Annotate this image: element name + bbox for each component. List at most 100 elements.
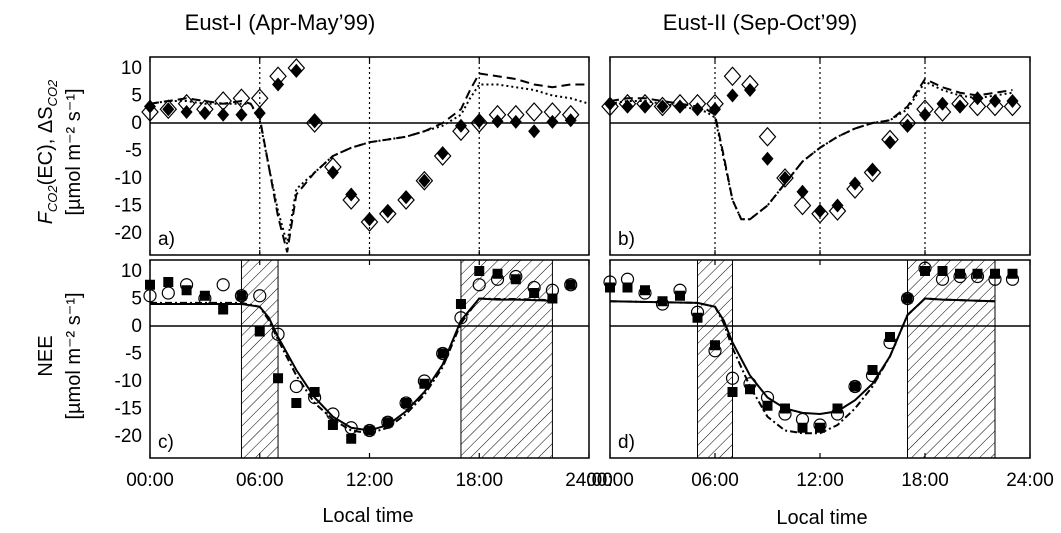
- point-open-diamond: [986, 96, 1004, 117]
- point-open-diamond: [250, 88, 269, 109]
- point-filled-diamond: [491, 114, 504, 129]
- point-open-diamond: [159, 99, 178, 120]
- point-open-circle: [454, 311, 468, 325]
- point-filled-diamond: [989, 94, 1001, 108]
- point-open-diamond: [811, 203, 829, 224]
- point-open-circle: [725, 371, 740, 385]
- point-filled-diamond: [1006, 94, 1019, 108]
- point-open-diamond: [342, 190, 361, 210]
- shaded-range: [907, 259, 996, 459]
- panel-c: 00:00 06:00 12:00 18:00 24:00 10 5 0 -5 -10 -15 -20…: [115, 259, 613, 491]
- panel-label: a): [158, 229, 175, 250]
- point-filled-diamond: [831, 198, 844, 213]
- point-open-diamond: [916, 99, 934, 120]
- series-line-dashed: [149, 72, 589, 253]
- point-open-diamond: [415, 170, 434, 191]
- ylabel-top-unit: [µmol m⁻² s⁻¹]: [63, 88, 85, 215]
- point-open-circle: [988, 272, 1002, 286]
- point-open-diamond: [688, 93, 707, 114]
- point-open-diamond: [360, 212, 379, 232]
- x-tick-label: 00:00: [126, 470, 174, 491]
- point-filled-square: [565, 279, 576, 290]
- point-open-circle: [472, 278, 486, 292]
- point-filled-square: [955, 268, 965, 279]
- point-open-diamond: [863, 162, 882, 183]
- point-open-circle: [708, 344, 722, 358]
- point-filled-diamond: [308, 114, 321, 129]
- point-filled-square: [640, 285, 650, 296]
- point-open-diamond: [488, 104, 507, 125]
- point-filled-square: [401, 398, 412, 408]
- point-filled-diamond: [198, 106, 211, 121]
- x-tick-label: 06:00: [236, 470, 284, 491]
- point-open-circle: [690, 305, 705, 319]
- point-open-diamond: [828, 201, 847, 221]
- ylabel-bottom-unit: [µmol m⁻² s⁻¹]: [63, 292, 85, 419]
- point-open-circle: [417, 374, 431, 388]
- series-line-dash-dot: [150, 297, 553, 435]
- point-filled-diamond: [326, 165, 339, 180]
- point-open-diamond: [525, 102, 543, 122]
- point-open-circle: [436, 346, 450, 361]
- point-open-diamond: [543, 102, 562, 122]
- y-tick-label: 0: [131, 113, 142, 134]
- point-filled-square: [937, 266, 948, 276]
- panel-frame: [609, 56, 1031, 256]
- point-open-diamond: [758, 126, 777, 147]
- point-filled-diamond: [418, 173, 431, 188]
- point-open-diamond: [898, 113, 917, 133]
- point-filled-square: [163, 277, 174, 287]
- point-filled-square: [218, 304, 229, 315]
- point-filled-square: [199, 290, 210, 301]
- point-filled-square: [902, 293, 913, 304]
- point-filled-diamond: [656, 99, 669, 114]
- y-tick-label: -10: [115, 371, 142, 392]
- x-tick-label: 24:00: [565, 470, 613, 491]
- point-filled-square: [455, 299, 466, 309]
- point-open-diamond: [741, 74, 759, 95]
- point-open-diamond: [214, 91, 232, 111]
- point-filled-diamond: [814, 204, 826, 218]
- point-open-circle: [655, 297, 670, 311]
- point-open-circle: [673, 283, 687, 297]
- point-open-diamond: [196, 99, 214, 120]
- point-open-diamond: [653, 96, 672, 117]
- x-tick-label: 00:00: [586, 470, 634, 491]
- y-tick-label: -5: [125, 344, 142, 365]
- x-tick-label: 12:00: [346, 470, 394, 491]
- point-open-diamond: [561, 104, 580, 125]
- point-open-circle: [848, 379, 862, 394]
- point-open-circle: [527, 280, 541, 295]
- point-open-diamond: [397, 190, 415, 210]
- shaded-range: [240, 259, 279, 459]
- point-filled-diamond: [454, 118, 467, 133]
- point-filled-diamond: [709, 102, 721, 117]
- point-open-circle: [289, 379, 303, 394]
- point-filled-square: [437, 348, 448, 359]
- point-open-circle: [1005, 272, 1020, 286]
- y-tick-label: -20: [115, 223, 142, 244]
- point-filled-square: [727, 387, 738, 397]
- point-filled-square: [510, 274, 521, 285]
- point-filled-diamond: [162, 102, 175, 117]
- point-open-diamond: [933, 102, 952, 122]
- x-tick-label: 24:00: [1006, 470, 1054, 491]
- point-filled-diamond: [691, 102, 704, 117]
- point-open-circle: [271, 327, 285, 341]
- point-open-diamond: [1003, 96, 1022, 117]
- point-open-diamond: [433, 146, 452, 166]
- point-open-circle: [813, 418, 827, 432]
- point-open-diamond: [881, 129, 899, 150]
- point-filled-diamond: [564, 113, 577, 128]
- y-tick-label: -10: [115, 168, 142, 189]
- point-open-circle: [490, 272, 505, 286]
- point-open-circle: [935, 272, 950, 286]
- point-open-diamond: [636, 93, 654, 114]
- point-filled-diamond: [217, 107, 230, 122]
- point-open-circle: [253, 289, 267, 303]
- title-left: Eust-I (Apr-May’99): [185, 10, 376, 35]
- point-open-diamond: [324, 157, 342, 177]
- y-tick-label: -20: [115, 426, 142, 447]
- series-line-dashed: [609, 77, 1013, 221]
